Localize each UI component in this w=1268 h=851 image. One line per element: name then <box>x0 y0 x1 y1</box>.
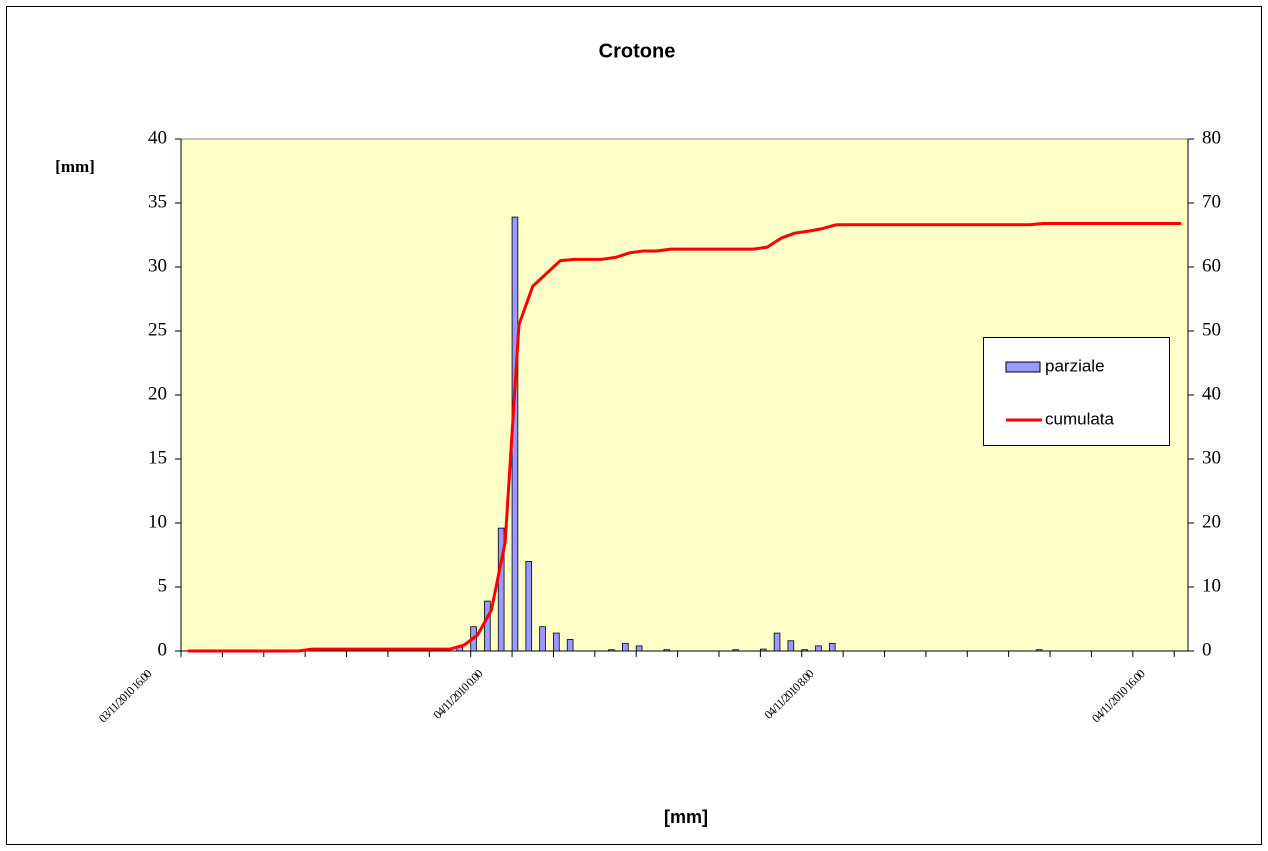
legend-label: cumulata <box>1045 409 1115 428</box>
y-axis-label: [mm] <box>55 157 95 176</box>
line <box>187 221 1182 653</box>
bar <box>1035 649 1043 652</box>
bar <box>815 645 822 652</box>
y2-tick-label: 0 <box>1202 639 1212 660</box>
legend-box <box>983 337 1170 446</box>
y-tick-label: 35 <box>148 191 167 212</box>
y-tick-label: 0 <box>158 639 168 660</box>
y2-tick-label: 20 <box>1202 511 1221 532</box>
bar <box>539 626 546 652</box>
legend-label: parziale <box>1045 356 1105 375</box>
bar <box>608 649 615 652</box>
y-tick-label: 25 <box>148 319 167 340</box>
bar <box>801 649 808 652</box>
bar <box>828 642 836 652</box>
bar <box>773 632 781 652</box>
y2-tick-label: 10 <box>1202 575 1221 596</box>
bar <box>484 600 491 652</box>
y-tick-label: 5 <box>158 575 168 596</box>
y2-tick-label: 60 <box>1202 255 1221 276</box>
bar <box>787 640 795 652</box>
y-tick-label: 10 <box>148 511 167 532</box>
bar <box>663 649 671 652</box>
chart-title: Crotone <box>599 40 676 62</box>
y-tick-label: 15 <box>148 447 167 468</box>
bar <box>566 639 574 652</box>
bar <box>732 649 739 652</box>
legend: parziale cumulata <box>983 337 1170 446</box>
bar <box>553 632 560 652</box>
bar <box>635 645 643 652</box>
y2-tick-label: 50 <box>1202 319 1221 340</box>
bar <box>622 642 629 652</box>
y2-tick-label: 30 <box>1202 447 1221 468</box>
bar <box>525 561 533 652</box>
y2-tick-label: 40 <box>1202 383 1221 404</box>
y-tick-label: 30 <box>148 255 167 276</box>
bar <box>497 527 505 652</box>
y-tick-label: 40 <box>148 127 167 148</box>
y-tick-label: 20 <box>148 383 167 404</box>
y2-tick-label: 80 <box>1202 127 1221 148</box>
legend-swatch <box>1005 361 1041 373</box>
bar <box>759 648 767 652</box>
y2-tick-label: 70 <box>1202 191 1221 212</box>
x-axis-label: [mm] <box>664 807 708 827</box>
